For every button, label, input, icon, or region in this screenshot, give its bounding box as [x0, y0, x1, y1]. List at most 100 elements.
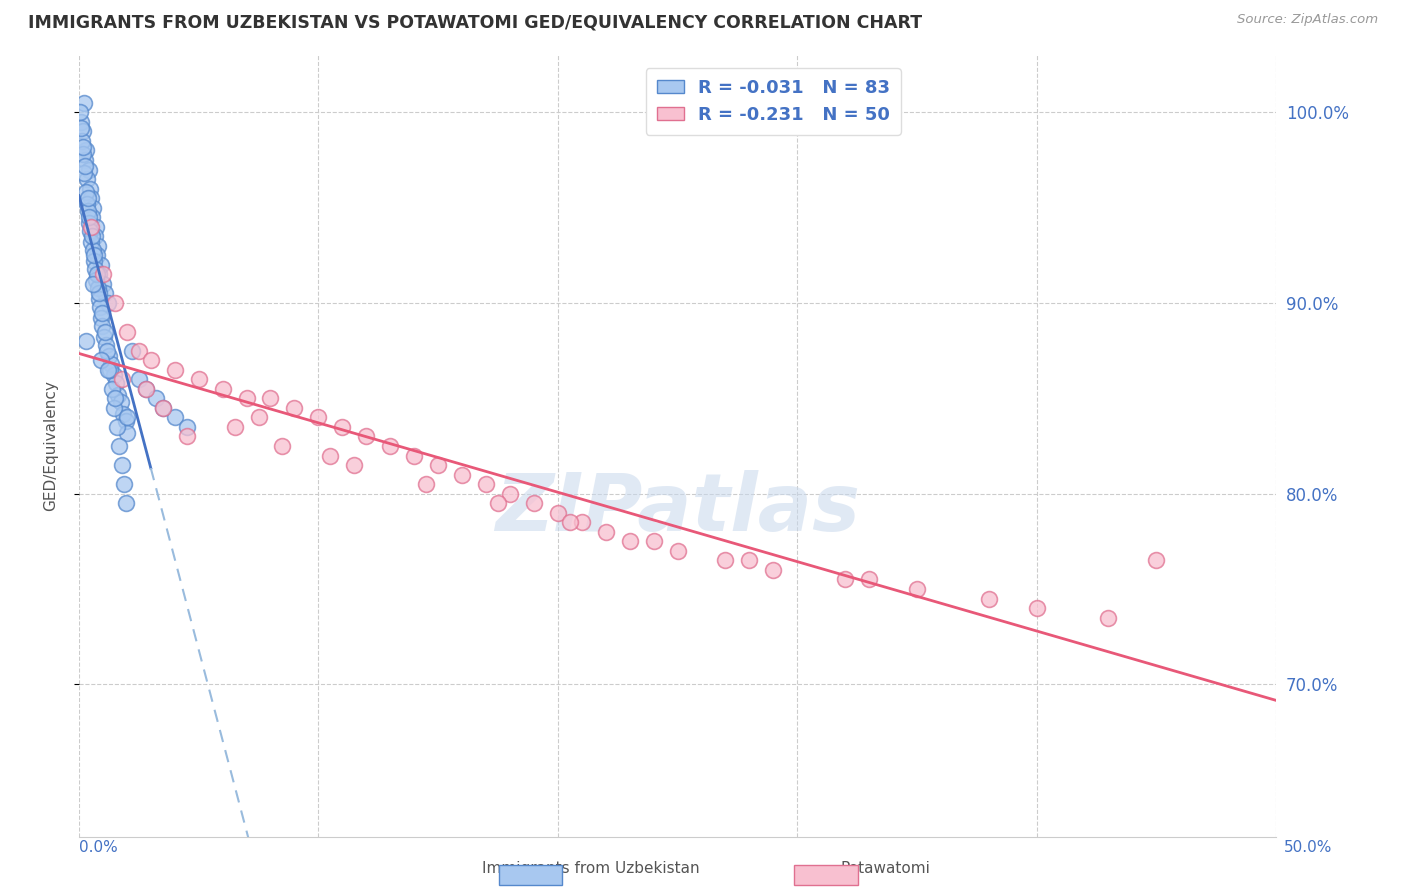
Point	[343, 458, 366, 472]
Point	[104, 392, 127, 406]
Point	[90, 311, 112, 326]
Point	[97, 296, 120, 310]
Point	[121, 343, 143, 358]
Text: 0.0%: 0.0%	[79, 839, 118, 855]
Point	[77, 216, 100, 230]
Point	[82, 229, 104, 244]
Point	[84, 219, 107, 234]
Point	[73, 159, 96, 173]
Point	[115, 325, 138, 339]
Point	[98, 363, 121, 377]
Point	[714, 553, 737, 567]
Point	[105, 376, 128, 390]
Point	[91, 268, 114, 282]
Point	[87, 286, 110, 301]
Point	[858, 573, 880, 587]
Point	[1025, 601, 1047, 615]
Point	[666, 544, 689, 558]
Point	[128, 372, 150, 386]
Point	[82, 201, 104, 215]
Point	[152, 401, 174, 415]
Point	[82, 211, 104, 225]
Point	[475, 477, 498, 491]
Point	[70, 134, 93, 148]
Point	[80, 219, 103, 234]
Point	[70, 115, 93, 129]
Point	[84, 273, 107, 287]
Point	[91, 318, 114, 333]
Point	[101, 382, 124, 396]
Text: ZIPatlas: ZIPatlas	[495, 469, 860, 548]
Point	[79, 223, 101, 237]
Point	[69, 105, 91, 120]
Point	[89, 353, 111, 368]
Point	[571, 515, 593, 529]
Point	[76, 197, 98, 211]
Point	[451, 467, 474, 482]
Point	[91, 277, 114, 291]
Point	[427, 458, 450, 472]
Point	[110, 395, 132, 409]
Point	[235, 392, 257, 406]
Point	[110, 458, 132, 472]
Point	[259, 392, 281, 406]
Point	[499, 486, 522, 500]
Point	[73, 95, 96, 110]
Point	[73, 166, 96, 180]
Point	[72, 124, 94, 138]
Point	[112, 477, 135, 491]
Point	[380, 439, 402, 453]
Point	[128, 343, 150, 358]
Point	[271, 439, 294, 453]
Point	[76, 172, 98, 186]
Point	[91, 305, 114, 319]
Point	[114, 414, 136, 428]
Point	[87, 239, 110, 253]
Point	[486, 496, 509, 510]
Point	[103, 368, 125, 383]
Point	[97, 350, 120, 364]
Point	[79, 211, 101, 225]
Point	[82, 243, 104, 257]
Point	[247, 410, 270, 425]
Point	[75, 144, 97, 158]
Point	[307, 410, 329, 425]
Point	[77, 204, 100, 219]
Point	[83, 254, 105, 268]
Point	[224, 420, 246, 434]
Point	[619, 534, 641, 549]
Point	[319, 449, 342, 463]
Point	[77, 162, 100, 177]
Text: Potawatomi: Potawatomi	[841, 861, 931, 876]
Point	[72, 139, 94, 153]
Point	[100, 357, 122, 371]
Point	[94, 286, 117, 301]
Point	[86, 268, 108, 282]
Point	[79, 181, 101, 195]
Point	[89, 300, 111, 314]
Point	[103, 401, 125, 415]
Point	[163, 363, 186, 377]
Y-axis label: GED/Equivalency: GED/Equivalency	[44, 381, 58, 511]
Point	[83, 229, 105, 244]
Text: Source: ZipAtlas.com: Source: ZipAtlas.com	[1237, 13, 1378, 27]
Point	[115, 496, 138, 510]
Point	[97, 363, 120, 377]
Point	[104, 296, 127, 310]
Point	[762, 563, 785, 577]
Point	[135, 382, 157, 396]
Point	[93, 330, 115, 344]
Point	[547, 506, 569, 520]
Point	[834, 573, 856, 587]
Point	[107, 387, 129, 401]
Point	[86, 248, 108, 262]
Point	[115, 410, 138, 425]
Point	[176, 420, 198, 434]
Point	[105, 420, 128, 434]
Point	[89, 268, 111, 282]
Text: Immigrants from Uzbekistan: Immigrants from Uzbekistan	[482, 861, 699, 876]
Point	[112, 407, 135, 421]
Point	[977, 591, 1000, 606]
Point	[82, 277, 104, 291]
Point	[211, 382, 233, 396]
